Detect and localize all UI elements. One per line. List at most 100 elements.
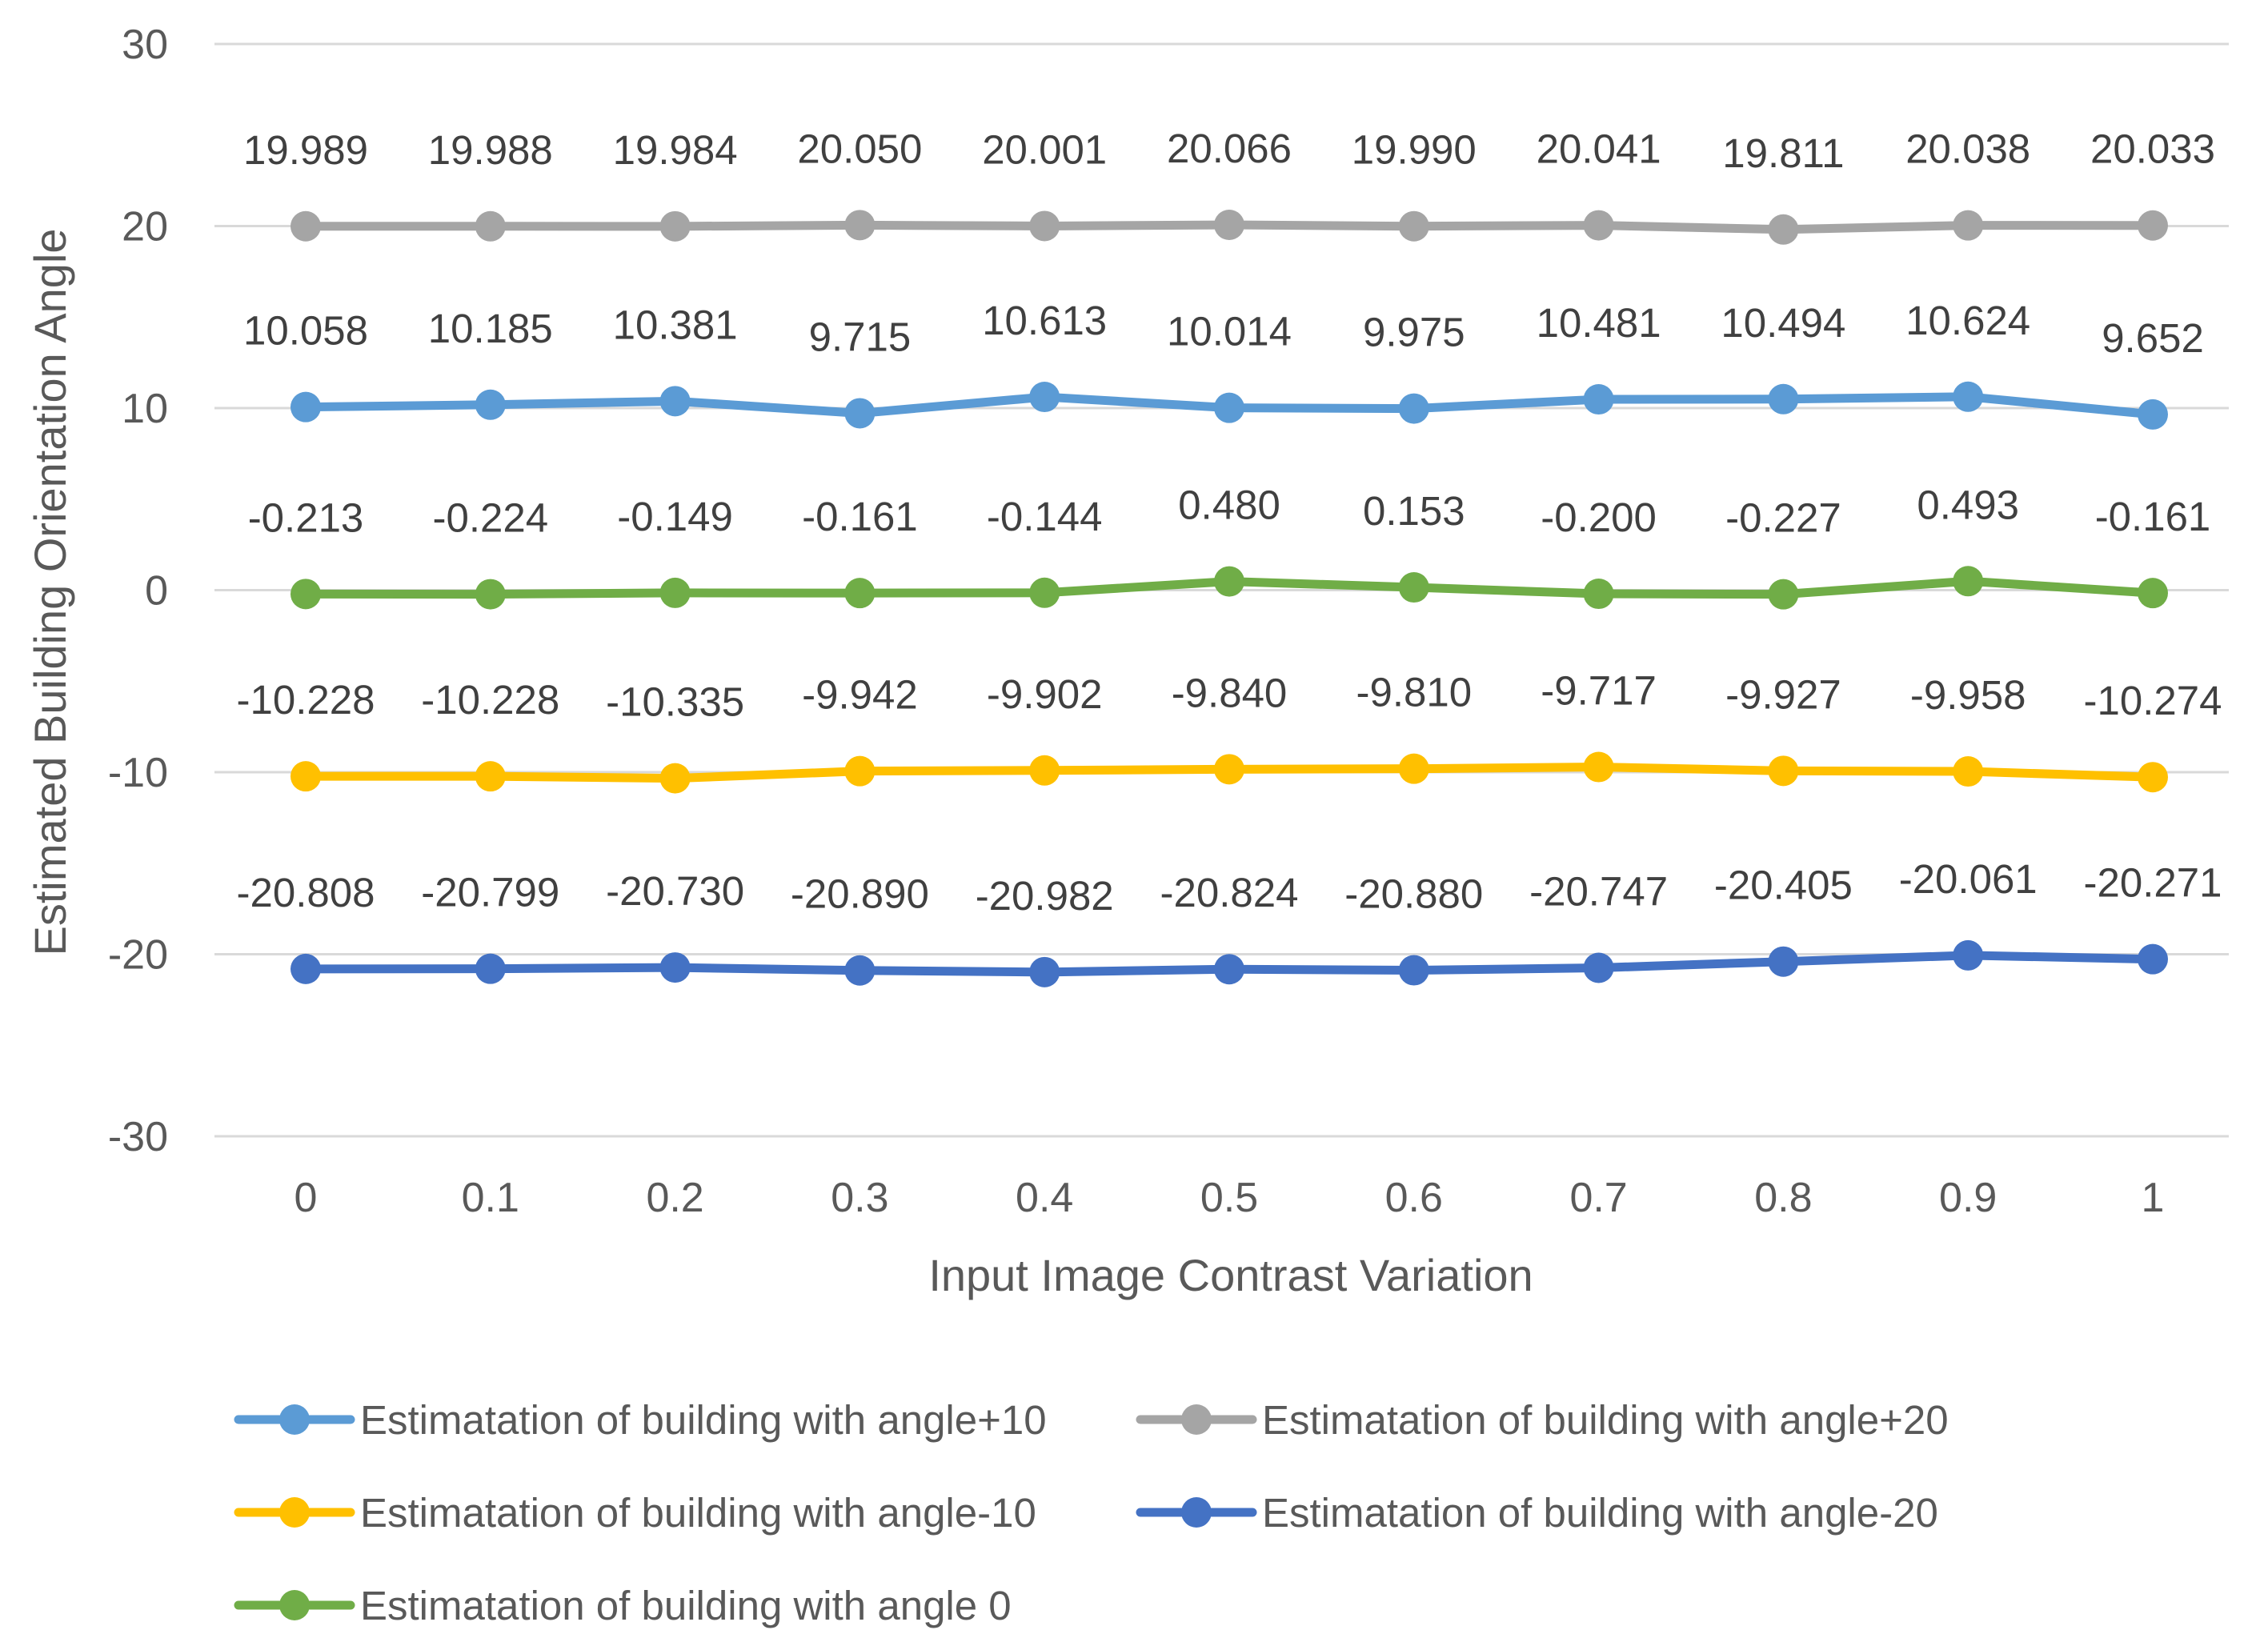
data-point [1029,956,1060,987]
data-point [1214,754,1244,785]
data-label: 10.481 [1537,300,1661,346]
data-label: 19.811 [1722,130,1844,176]
data-label: 0.480 [1178,483,1280,528]
data-point [1398,210,1429,242]
data-label: 10.058 [243,308,368,354]
x-tick-label: 0 [295,1175,318,1221]
data-label: -10.335 [606,679,744,725]
x-tick-label: 0.9 [1939,1175,1997,1221]
x-tick-label: 0.3 [831,1175,888,1221]
data-label: 19.989 [243,127,368,173]
data-point [1398,753,1429,784]
legend-swatch-marker [1181,1404,1212,1435]
data-label: -20.799 [421,870,559,915]
data-label: 9.652 [2102,315,2204,361]
data-label: 10.613 [982,298,1107,343]
data-point [1214,566,1244,597]
data-label: -20.730 [606,868,744,914]
data-point [1029,382,1060,413]
data-point [1583,952,1614,983]
data-point [659,952,691,983]
data-label: 20.050 [797,126,922,171]
data-point [1583,384,1614,415]
data-label: -9.958 [1910,672,2026,718]
data-label: 20.066 [1167,126,1292,171]
x-axis-title: Input Image Contrast Variation [928,1250,1533,1300]
data-point [1583,579,1614,610]
data-label: 0.493 [1917,482,2019,527]
data-point [1768,214,1799,245]
data-point [1398,393,1429,424]
data-point [1029,210,1060,242]
legend-swatch-marker [279,1404,310,1435]
data-label: 10.494 [1721,300,1845,346]
data-point [844,210,876,241]
legend-label: Estimatation of building with angle+10 [360,1397,1047,1443]
data-label: -10.228 [237,677,375,723]
y-tick-label: -20 [108,932,168,979]
y-tick-label: 30 [122,22,168,68]
data-point [291,761,321,792]
data-point [1029,577,1060,608]
x-tick-label: 0.7 [1569,1175,1627,1221]
data-point [1398,955,1429,986]
data-label: -20.271 [2084,860,2222,906]
data-label: -9.840 [1172,670,1288,715]
legend-label: Estimatation of building with angle-20 [1262,1490,1938,1536]
data-label: -0.200 [1541,495,1657,540]
data-point [2138,943,2168,975]
data-point [844,578,876,609]
data-point [1214,209,1244,240]
data-label: 9.715 [809,314,912,359]
x-tick-label: 0.1 [462,1175,519,1221]
data-label: -0.149 [617,494,733,539]
data-label: 20.033 [2090,126,2215,172]
data-label: 0.153 [1363,488,1465,534]
x-tick-label: 0.8 [1754,1175,1812,1221]
data-point [1214,392,1244,423]
data-label: -0.213 [248,495,364,540]
data-label: 10.014 [1167,309,1292,354]
legend-swatch-marker [279,1497,310,1528]
data-point [475,579,506,610]
data-label: 19.990 [1352,127,1477,173]
data-point [1768,946,1799,977]
x-tick-label: 1 [2142,1175,2165,1221]
data-point [475,389,506,420]
legend-item: Estimatation of building with angle 0 [234,1583,1012,1628]
data-label: -0.224 [432,495,548,541]
y-tick-label: -30 [108,1114,168,1160]
y-axis-title: Estimated Building Orientation Angle [25,229,75,956]
data-point [1583,210,1614,241]
data-label: 20.038 [1905,126,2030,172]
legend-label: Estimatation of building with angle 0 [360,1583,1012,1628]
data-point [659,386,691,417]
data-point [2138,210,2168,241]
data-label: 20.001 [982,126,1107,172]
data-label: -0.161 [2095,494,2211,539]
data-label: 19.984 [613,127,738,173]
data-label: -20.890 [791,871,929,917]
data-label: -9.717 [1541,668,1657,714]
data-point [2138,762,2168,793]
data-point [1953,756,1984,787]
data-point [659,577,691,608]
data-point [844,755,876,787]
data-label: 9.975 [1363,310,1465,355]
legend-swatch-marker [1181,1497,1212,1528]
data-point [2138,398,2168,430]
data-point [291,210,321,242]
data-label: -20.747 [1529,868,1668,914]
data-point [291,391,321,423]
data-point [659,210,691,242]
data-point [291,953,321,984]
legend-label: Estimatation of building with angle-10 [360,1490,1036,1536]
y-tick-label: 10 [122,386,168,432]
legend-label: Estimatation of building with angle+20 [1262,1397,1949,1443]
x-tick-label: 0.2 [646,1175,703,1221]
data-label: 19.988 [428,127,553,173]
data-point [475,761,506,792]
legend-item: Estimatation of building with angle-10 [234,1490,1036,1536]
